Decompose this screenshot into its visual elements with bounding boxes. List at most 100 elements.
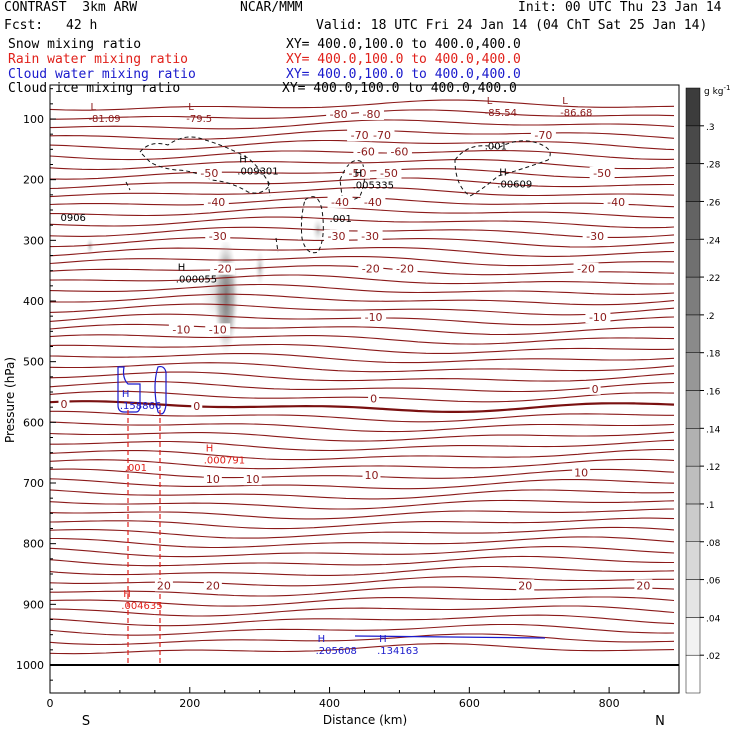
model-title: CONTRAST 3km ARW — [4, 0, 138, 15]
temperature-label-bg — [634, 579, 653, 592]
cloud-ice-contour — [139, 136, 271, 194]
colorbar-tick-label: .08 — [706, 539, 721, 549]
temperature-label-bg — [603, 195, 629, 208]
temperature-label-bg — [154, 579, 173, 592]
temperature-label: 0 — [370, 392, 377, 405]
temperature-contour — [49, 158, 675, 171]
cloud-ice-contour — [275, 237, 279, 253]
temperature-contour — [49, 623, 675, 636]
temperature-contour — [49, 362, 675, 373]
temperature-label: -70 — [534, 129, 552, 142]
colorbar-tick-label: .14 — [706, 425, 721, 435]
colorbar-tick-label: .24 — [706, 236, 721, 246]
temperature-contour — [49, 303, 675, 316]
temperature-label: -50 — [349, 167, 367, 180]
x-tick-label: 0 — [47, 697, 54, 710]
colorbar-tick-label: .22 — [706, 274, 720, 284]
temperature-label-bg — [210, 262, 236, 275]
mixing-ratio-label: .001 — [485, 141, 507, 152]
extremum-mark: L — [562, 96, 568, 107]
temperature-label: 20 — [206, 579, 220, 592]
cloud-ice-contour — [300, 196, 324, 254]
temperature-label-bg — [361, 311, 387, 324]
init-time: Init: 00 UTC Thu 23 Jan 14 — [518, 0, 722, 15]
y-tick-label: 900 — [23, 598, 44, 611]
right-endpoint-label: N — [655, 714, 665, 729]
temperature-label: 20 — [518, 579, 532, 592]
temperature-label: 0 — [60, 398, 67, 411]
extremum-value: .009301 — [237, 167, 278, 178]
temperature-contour — [50, 536, 675, 549]
snow-edge-shading — [86, 238, 94, 254]
temperature-contour — [49, 421, 675, 433]
field-name-snow: Snow mixing ratio — [8, 37, 142, 52]
mixing-ratio-label: 0906 — [60, 213, 85, 224]
colorbar-tick-label: .12 — [706, 463, 720, 473]
mixing-ratio-label: .001 — [125, 463, 147, 474]
temperature-label: -30 — [209, 230, 227, 243]
extremum-mark: H — [239, 155, 247, 166]
temperature-label-bg — [324, 229, 350, 242]
colorbar-level — [685, 654, 701, 694]
temperature-contour — [49, 478, 675, 490]
temperature-label: 0 — [193, 400, 200, 413]
temperature-contour — [50, 586, 675, 597]
temperature-label-bg — [572, 466, 591, 479]
colorbar-level — [685, 125, 701, 164]
temperature-contour — [49, 614, 675, 627]
field-xy-cloud-water: XY= 400.0,100.0 to 400.0,400.0 — [286, 67, 521, 82]
forecast-label: Fcst: — [4, 18, 44, 33]
temperature-label: -10 — [172, 323, 190, 336]
temperature-contour — [49, 119, 675, 130]
forecast-hours: 42 h — [66, 18, 98, 33]
temperature-label: -10 — [589, 311, 607, 324]
colorbar-tick-label: .3 — [706, 123, 715, 133]
extremum-value: -81.09 — [88, 114, 120, 125]
temperature-label-bg — [168, 323, 194, 336]
y-tick-label: 100 — [23, 113, 44, 126]
temperature-contour — [49, 246, 675, 257]
temperature-contour — [49, 596, 675, 607]
center-label: NCAR/MMM — [240, 0, 303, 15]
temperature-label: -30 — [361, 230, 379, 243]
x-tick-label: 600 — [459, 697, 480, 710]
colorbar-tick-label: .2 — [706, 312, 715, 322]
temperature-label-bg — [589, 382, 601, 395]
left-endpoint-label: S — [82, 714, 90, 729]
temperature-contour — [49, 274, 675, 285]
temperature-label: -80 — [363, 108, 381, 121]
temperature-label: -10 — [209, 323, 227, 336]
field-name-cloud-water: Cloud water mixing ratio — [8, 67, 196, 82]
colorbar-tick-label: .16 — [706, 388, 721, 398]
y-tick-label: 600 — [23, 416, 44, 429]
temperature-contour — [49, 381, 675, 393]
cloud-ice-contour — [125, 181, 131, 191]
field-name-rain: Rain water mixing ratio — [8, 52, 189, 67]
cloud-water-contour-surface — [354, 635, 546, 639]
colorbar-level — [685, 239, 701, 278]
extremum-value: .000791 — [204, 456, 245, 467]
temperature-contour — [49, 605, 675, 617]
y-tick-label: 300 — [23, 234, 44, 247]
temperature-label-bg — [191, 399, 203, 412]
temperature-label-bg — [196, 166, 222, 179]
temperature-label-bg — [358, 262, 384, 275]
temperature-label: -30 — [586, 230, 604, 243]
temperature-contour — [49, 517, 675, 530]
temperature-contour — [49, 468, 675, 479]
temperature-contour — [49, 431, 675, 442]
temperature-label: -50 — [200, 167, 218, 180]
colorbar-level — [685, 579, 701, 618]
temperature-contour — [49, 343, 675, 354]
temperature-label: -60 — [390, 146, 408, 159]
temperature-label: -10 — [365, 311, 383, 324]
temperature-contour — [49, 352, 675, 364]
extremum-mark: H — [499, 167, 507, 178]
temperature-label: 0 — [592, 383, 599, 396]
temperature-label: -70 — [373, 129, 391, 142]
temperature-contour — [49, 323, 675, 336]
temperature-label-bg — [345, 166, 371, 179]
x-axis-title: Distance (km) — [323, 713, 407, 727]
y-tick-label: 800 — [23, 538, 44, 551]
colorbar-tick-label: .02 — [706, 652, 720, 662]
